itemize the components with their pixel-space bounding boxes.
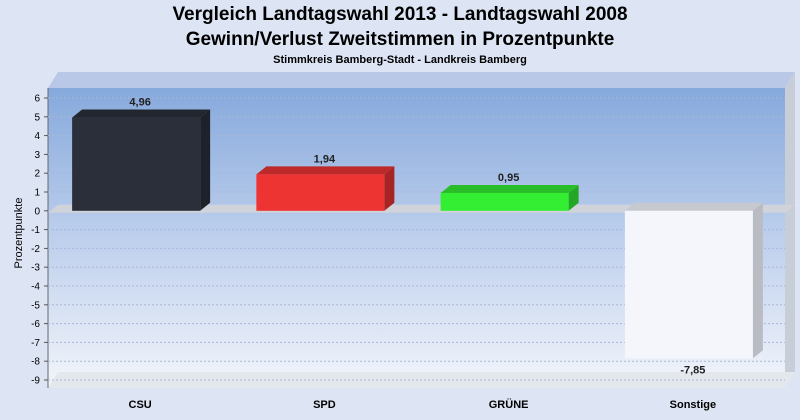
y-tick-label: -6 <box>31 319 40 330</box>
y-axis-label: Prozentpunkte <box>13 198 25 269</box>
y-tick-label: -2 <box>31 244 40 255</box>
y-tick-label: -7 <box>31 338 40 349</box>
y-tick-label: 3 <box>34 150 40 161</box>
y-tick-label: -8 <box>31 357 40 368</box>
y-tick-label: 2 <box>34 169 40 180</box>
bar-side <box>200 109 211 211</box>
y-tick-label: 4 <box>34 131 40 142</box>
chart-subtitle: Gewinn/Verlust Zweitstimmen in Prozentpu… <box>185 29 615 50</box>
value-label: 1,94 <box>314 153 336 165</box>
bar-side <box>384 166 395 211</box>
bar-top <box>256 166 395 175</box>
bar-front <box>72 117 201 211</box>
bar-side <box>568 184 579 211</box>
bar-front <box>256 174 385 211</box>
bar-side <box>752 202 763 359</box>
bar-grüne <box>440 184 579 211</box>
value-label: 0,95 <box>498 172 519 184</box>
y-tick-label: -4 <box>31 282 40 293</box>
y-tick-label: 6 <box>34 94 40 105</box>
zero-plane <box>48 204 795 213</box>
chart-title: Vergleich Landtagswahl 2013 - Landtagswa… <box>172 4 628 25</box>
value-label: -7,85 <box>680 364 705 376</box>
bar-spd <box>256 166 395 211</box>
x-tick-label: CSU <box>129 399 152 411</box>
y-tick-label: 5 <box>34 112 40 123</box>
bar-top <box>440 184 579 193</box>
bar-csu <box>72 109 211 211</box>
chart-subtitle-region: Stimmkreis Bamberg-Stadt - Landkreis Bam… <box>273 54 527 66</box>
x-tick-label: GRÜNE <box>489 398 529 411</box>
bar-front <box>440 192 569 211</box>
x-tick-label: Sonstige <box>670 399 716 411</box>
bar-top <box>72 109 211 118</box>
y-tick-label: -5 <box>31 300 40 311</box>
y-tick-label: -9 <box>31 376 40 387</box>
y-tick-label: 0 <box>34 206 40 217</box>
y-tick-label: 1 <box>34 188 40 199</box>
bar-top <box>624 202 763 211</box>
plot-side-wall <box>785 72 795 388</box>
bar-front <box>624 210 753 359</box>
y-tick-label: -1 <box>31 225 40 236</box>
x-tick-label: SPD <box>313 399 336 411</box>
plot-top-edge <box>48 72 795 88</box>
bar-sonstige <box>624 202 763 359</box>
value-label: 4,96 <box>129 97 150 109</box>
y-tick-label: -3 <box>31 263 40 274</box>
